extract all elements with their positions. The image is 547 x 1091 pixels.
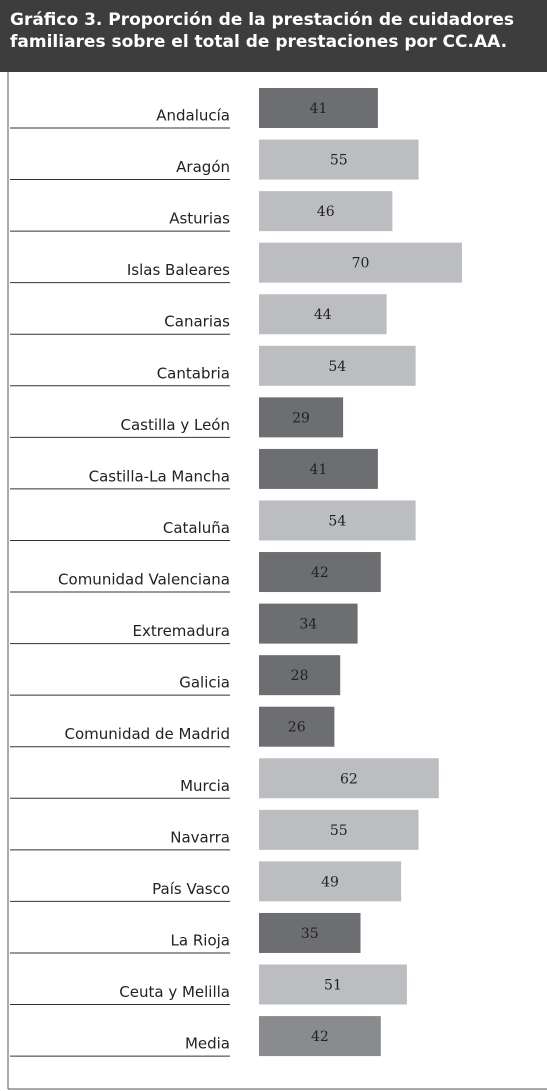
bar bbox=[259, 294, 387, 335]
category-label: Islas Baleares bbox=[127, 261, 230, 279]
value-label: 51 bbox=[324, 978, 342, 994]
bar bbox=[259, 861, 402, 902]
bar bbox=[259, 706, 335, 747]
category-label: La Rioja bbox=[171, 931, 230, 949]
bar bbox=[259, 655, 341, 696]
bar bbox=[259, 397, 344, 438]
value-label: 35 bbox=[301, 926, 319, 942]
value-label: 54 bbox=[328, 513, 346, 529]
category-label: Andalucía bbox=[156, 107, 230, 125]
value-label: 28 bbox=[291, 668, 309, 684]
category-label: Castilla-La Mancha bbox=[89, 467, 230, 485]
category-label: Cataluña bbox=[163, 519, 230, 537]
category-label: Asturias bbox=[169, 210, 230, 228]
bar bbox=[259, 345, 416, 386]
value-label: 70 bbox=[352, 256, 370, 272]
value-label: 46 bbox=[317, 204, 335, 220]
category-label: Galicia bbox=[179, 674, 230, 692]
chart-title: Gráfico 3. Proporción de la prestación d… bbox=[0, 0, 547, 72]
category-label: Aragón bbox=[176, 158, 230, 176]
category-label: Ceuta y Melilla bbox=[119, 983, 230, 1001]
value-label: 41 bbox=[310, 462, 328, 478]
category-label: Canarias bbox=[164, 313, 230, 331]
value-label: 49 bbox=[321, 874, 339, 890]
category-label: Castilla y León bbox=[121, 416, 230, 434]
value-label: 42 bbox=[311, 565, 329, 581]
value-label: 26 bbox=[288, 720, 306, 736]
category-label: Navarra bbox=[170, 828, 230, 846]
category-label: Extremadura bbox=[133, 622, 231, 640]
category-label: Media bbox=[185, 1035, 230, 1053]
bar bbox=[259, 758, 439, 799]
bar bbox=[259, 500, 416, 541]
category-label: Comunidad Valenciana bbox=[58, 571, 230, 589]
category-label: Comunidad de Madrid bbox=[65, 725, 230, 743]
category-label: Cantabria bbox=[157, 364, 230, 382]
bar bbox=[259, 191, 393, 232]
value-label: 55 bbox=[330, 153, 348, 169]
category-label: Murcia bbox=[180, 777, 230, 795]
bar bbox=[259, 912, 361, 953]
value-label: 54 bbox=[328, 359, 346, 375]
bar bbox=[259, 809, 419, 850]
value-label: 62 bbox=[340, 771, 358, 787]
value-label: 41 bbox=[310, 101, 328, 117]
bar bbox=[259, 552, 381, 593]
bar bbox=[259, 139, 419, 180]
value-label: 55 bbox=[330, 823, 348, 839]
value-label: 29 bbox=[292, 410, 310, 426]
bar bbox=[259, 964, 407, 1005]
value-label: 34 bbox=[299, 617, 317, 633]
bar bbox=[259, 448, 378, 489]
bar bbox=[259, 1016, 381, 1057]
value-label: 44 bbox=[314, 307, 332, 323]
bar bbox=[259, 88, 378, 128]
bar bbox=[259, 603, 358, 644]
value-label: 42 bbox=[311, 1029, 329, 1045]
category-label: País Vasco bbox=[152, 880, 230, 898]
bar bbox=[259, 242, 462, 283]
